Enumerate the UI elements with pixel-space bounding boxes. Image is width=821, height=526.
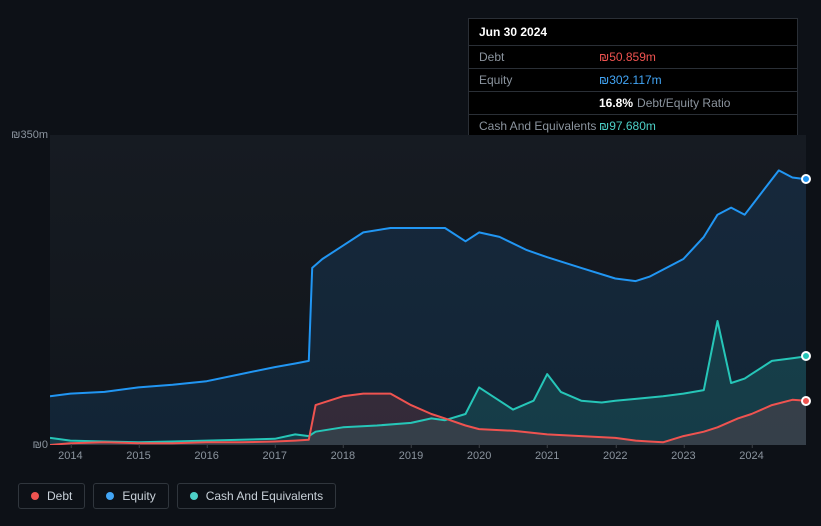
x-axis: 2014 2015 2016 2017 2018 2019 2020 2021 2022 2023… xyxy=(50,447,806,467)
tooltip-row-label: Equity xyxy=(479,73,599,87)
legend-label: Equity xyxy=(122,489,155,503)
legend-dot-icon xyxy=(106,492,114,500)
x-axis-label: 2017 xyxy=(263,450,287,462)
x-axis-label: 2014 xyxy=(58,450,82,462)
y-axis-label: ₪350m xyxy=(11,129,48,141)
x-axis-label: 2020 xyxy=(467,450,491,462)
legend-item-debt[interactable]: Debt xyxy=(18,483,85,509)
x-axis-label: 2018 xyxy=(331,450,355,462)
tooltip-row-value: 16.8%Debt/Equity Ratio xyxy=(599,96,730,110)
legend-label: Cash And Equivalents xyxy=(206,489,323,503)
legend: Debt Equity Cash And Equivalents xyxy=(18,483,336,509)
x-axis-label: 2021 xyxy=(535,450,559,462)
chart-plot[interactable] xyxy=(50,135,806,445)
legend-item-equity[interactable]: Equity xyxy=(93,483,168,509)
tooltip-row: 16.8%Debt/Equity Ratio xyxy=(469,92,797,115)
legend-item-cash[interactable]: Cash And Equivalents xyxy=(177,483,336,509)
x-axis-label: 2019 xyxy=(399,450,423,462)
tooltip-date: Jun 30 2024 xyxy=(469,19,797,46)
marker-equity xyxy=(801,174,811,184)
x-axis-label: 2022 xyxy=(603,450,627,462)
tooltip-row: Debt₪50.859m xyxy=(469,46,797,69)
marker-cash xyxy=(801,351,811,361)
x-axis-label: 2015 xyxy=(126,450,150,462)
tooltip-row-label: Debt xyxy=(479,50,599,64)
chart-svg xyxy=(50,135,806,445)
tooltip-row-label xyxy=(479,96,599,110)
chart-area: ₪350m₪0 20142015201620172018201920202021… xyxy=(18,125,806,485)
legend-dot-icon xyxy=(31,492,39,500)
tooltip-row: Equity₪302.117m xyxy=(469,69,797,92)
x-axis-label: 2023 xyxy=(671,450,695,462)
x-axis-label: 2024 xyxy=(739,450,763,462)
legend-dot-icon xyxy=(190,492,198,500)
tooltip-row-value: ₪50.859m xyxy=(599,50,656,64)
legend-label: Debt xyxy=(47,489,72,503)
x-axis-label: 2016 xyxy=(194,450,218,462)
tooltip-row-value: ₪302.117m xyxy=(599,73,662,87)
marker-debt xyxy=(801,396,811,406)
chart-tooltip: Jun 30 2024 Debt₪50.859mEquity₪302.117m1… xyxy=(468,18,798,138)
y-axis-label: ₪0 xyxy=(33,439,48,451)
